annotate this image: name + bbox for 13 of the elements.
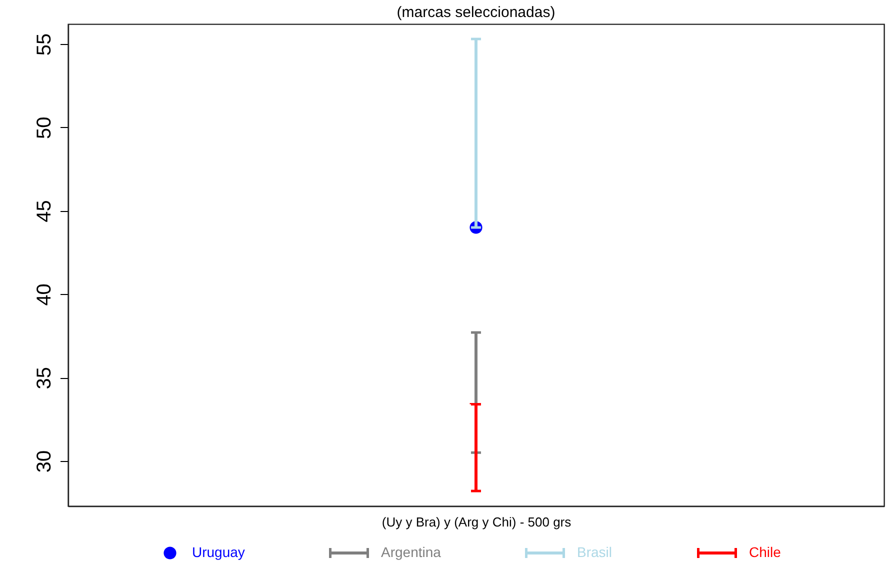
bar <box>470 403 482 492</box>
y-tick-label: 50 <box>34 116 56 140</box>
legend-label: Argentina <box>381 544 442 560</box>
x-axis-title: (Uy y Bra) y (Arg y Chi) - 500 grs <box>382 514 572 530</box>
legend-label: Uruguay <box>192 544 245 560</box>
y-tick-label: 30 <box>34 450 56 473</box>
y-tick-label: 40 <box>34 284 56 306</box>
y-tick-label: 45 <box>34 200 56 222</box>
chart-title: (marcas seleccionadas) <box>396 4 556 21</box>
legend-label: Brasil <box>577 544 612 560</box>
legend-label: Chile <box>749 544 782 560</box>
y-tick-label: 55 <box>34 33 56 56</box>
y-tick-label: 35 <box>34 366 56 390</box>
